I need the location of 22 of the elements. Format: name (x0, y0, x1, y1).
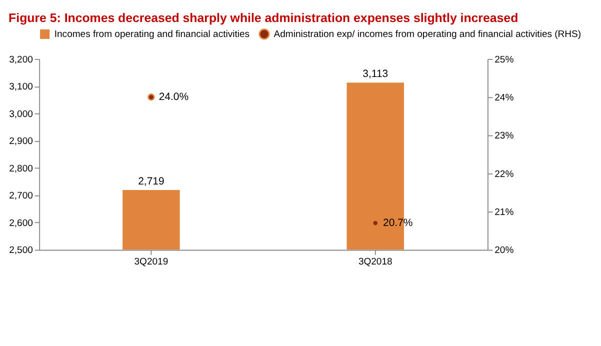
y2-tick-label: 25% (494, 54, 514, 66)
legend-label: Administration exp/ incomes from operating and financial activities (RHS) (274, 29, 582, 40)
y2-tick-label: 21% (494, 206, 514, 218)
legend-label: Incomes from operating and financial activities (54, 29, 250, 40)
y-tick-label: 2,500 (9, 245, 33, 256)
data-label: 2,719 (138, 176, 164, 188)
data-label: 24.0% (158, 92, 189, 103)
y2-tick-label: 23% (494, 130, 514, 142)
chart-title: Figure 5: Incomes decreased sharply while administration expenses slightly increased (8, 10, 518, 25)
y-tick-label: 3,000 (9, 108, 33, 120)
y-tick-label: 3,200 (9, 54, 33, 66)
x-tick-label: 3Q2019 (134, 256, 168, 268)
y2-tick-label: 24% (494, 92, 514, 104)
x-tick-label: 3Q2018 (358, 256, 392, 268)
data-label: 3,113 (362, 68, 388, 80)
y-tick-label: 2,600 (9, 218, 33, 229)
y-tick-label: 3,100 (9, 82, 33, 93)
y-tick-label: 2,900 (9, 136, 33, 148)
y2-tick-label: 22% (494, 168, 514, 180)
y-tick-label: 2,800 (9, 163, 33, 174)
y2-tick-label: 20% (494, 245, 514, 256)
y-tick-label: 2,700 (9, 190, 33, 202)
